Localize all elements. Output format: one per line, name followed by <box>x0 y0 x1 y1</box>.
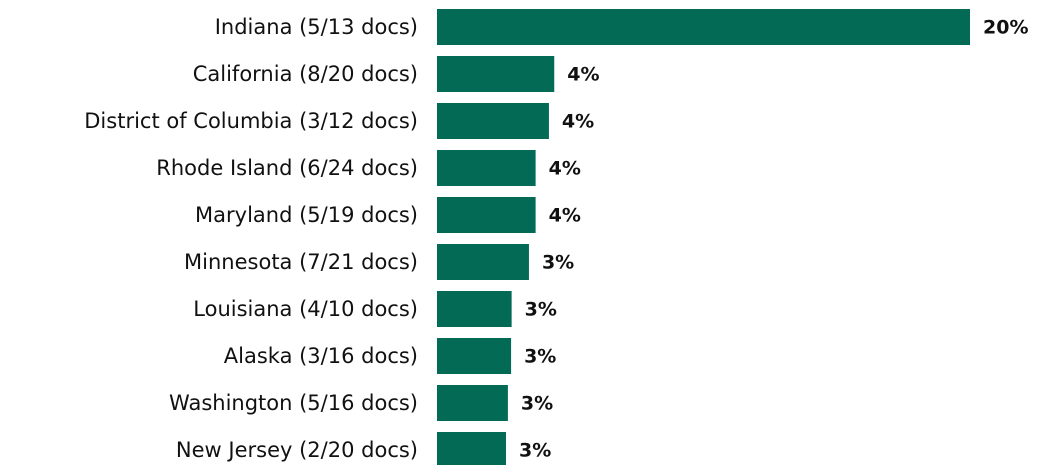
value-label: 4% <box>549 205 581 227</box>
value-label: 4% <box>549 158 581 180</box>
category-label: Washington (5/16 docs) <box>169 391 418 415</box>
bar <box>437 291 512 327</box>
bar <box>437 9 970 45</box>
bar <box>437 432 507 465</box>
bar <box>437 244 529 280</box>
value-label: 3% <box>542 252 574 274</box>
category-label: Rhode Island (6/24 docs) <box>156 156 418 180</box>
value-label: 4% <box>567 64 599 86</box>
category-label: Minnesota (7/21 docs) <box>184 250 418 274</box>
bar <box>437 150 536 186</box>
bar <box>437 56 555 92</box>
value-label: 3% <box>524 346 556 368</box>
bar <box>437 103 549 139</box>
bar <box>437 385 508 421</box>
value-label: 3% <box>525 299 557 321</box>
category-label: Maryland (5/19 docs) <box>195 203 418 227</box>
value-label: 20% <box>983 17 1028 39</box>
category-label: New Jersey (2/20 docs) <box>176 438 418 462</box>
category-label: Indiana (5/13 docs) <box>215 15 418 39</box>
value-label: 3% <box>519 440 551 462</box>
value-label: 4% <box>562 111 594 133</box>
bar <box>437 338 512 374</box>
category-label: California (8/20 docs) <box>193 62 418 86</box>
category-label: Louisiana (4/10 docs) <box>193 297 418 321</box>
category-label: District of Columbia (3/12 docs) <box>84 109 418 133</box>
category-label: Alaska (3/16 docs) <box>224 344 418 368</box>
value-label: 3% <box>521 393 553 415</box>
bar <box>437 197 536 233</box>
